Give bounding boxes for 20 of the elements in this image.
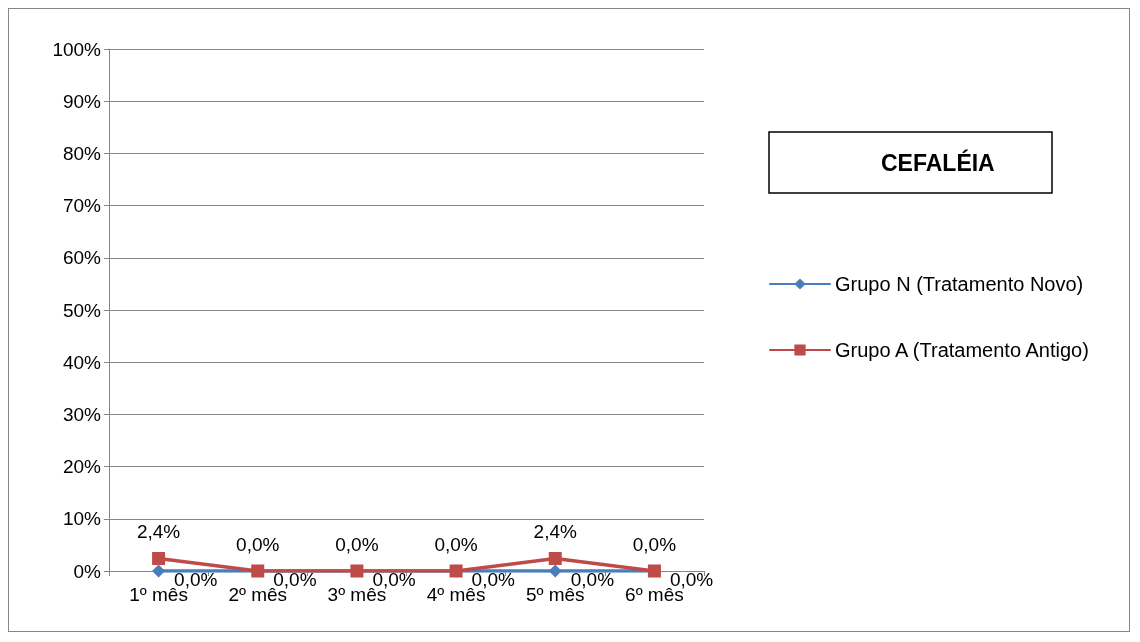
data-label: 0,0% <box>335 533 379 555</box>
y-tick-label: 50% <box>62 299 102 321</box>
legend-label: Grupo A (Tratamento Antigo) <box>835 339 1089 361</box>
y-tick-label: 90% <box>62 90 102 112</box>
data-label: 0,0% <box>236 533 280 555</box>
data-label: 0,0% <box>632 533 677 555</box>
y-tick-label: 70% <box>62 195 102 217</box>
data-label: 2,4% <box>136 520 181 542</box>
y-tick-label: 10% <box>62 508 102 530</box>
y-tick-label: 100% <box>52 38 102 60</box>
y-tick-label: 0% <box>73 560 102 582</box>
y-tick-label: 20% <box>62 456 102 478</box>
y-tick-label: 80% <box>62 142 102 164</box>
y-tick-label: 60% <box>62 247 102 269</box>
legend-label: Grupo N (Tratamento Novo) <box>835 273 1084 295</box>
data-label: 0,0% <box>434 533 478 555</box>
text: CEFALÉIA <box>881 148 995 176</box>
data-label: 2,4% <box>533 520 578 542</box>
y-tick-label: 40% <box>62 351 102 373</box>
y-tick-label: 30% <box>62 403 102 425</box>
